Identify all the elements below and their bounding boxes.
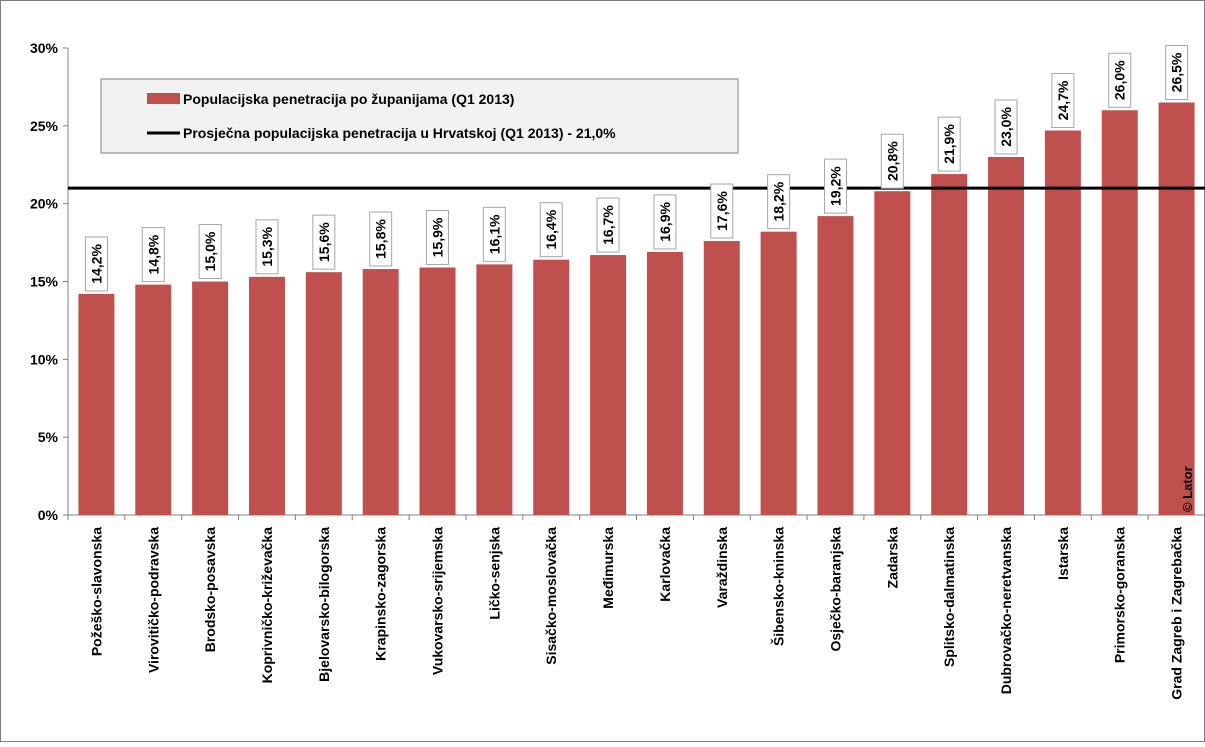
category-label: Zadarska [884,527,900,589]
value-label: 15,8% [373,219,389,259]
legend: Populacijska penetracija po županijama (… [100,78,739,154]
bar [874,191,911,516]
value-label: 16,1% [486,214,502,254]
category-label: Osječko-baranjska [827,527,843,652]
category-label: Grad Zagreb i Zagrebačka [1169,527,1185,700]
value-label-box [710,183,734,239]
y-tick-label: 15% [30,274,59,290]
value-label: 14,2% [88,244,104,284]
value-label-box [255,219,279,275]
value-label: 15,6% [316,222,332,262]
value-label-box [1165,44,1189,100]
category-label: Dubrovačko-neretvanska [998,527,1014,695]
value-label-box [994,99,1018,155]
bar [192,281,229,515]
category-label: Virovitičko-podravska [145,527,161,673]
value-label-box [369,211,393,267]
value-label-box [539,202,563,258]
value-label: 19,2% [827,166,843,206]
legend-line-label: Prosječna populacijska penetracija u Hrv… [183,125,616,141]
value-label-box [823,158,847,214]
category-label: Varaždinska [714,527,730,608]
value-label: 23,0% [998,107,1014,147]
category-label: Međimurska [600,527,616,609]
y-tick-label: 0% [38,507,59,523]
value-label: 14,8% [145,234,161,274]
y-tick-label: 20% [30,196,59,212]
value-label-box [426,209,450,265]
value-label: 17,6% [714,191,730,231]
bar [590,255,627,515]
category-label: Karlovačka [657,527,673,602]
category-label: Bjelovarsko-bilogorska [316,527,332,682]
category-label: Krapinsko-zagorska [373,527,389,661]
value-label-box [653,194,677,250]
value-label-box [596,197,620,253]
value-label: 15,9% [430,217,446,257]
value-label: 26,0% [1112,60,1128,100]
value-label-box [880,133,904,189]
bar [419,267,456,515]
category-label: Ličko-senjska [486,527,502,620]
value-label: 16,4% [543,209,559,249]
bar [533,259,570,515]
category-label: Brodsko-posavska [202,527,218,652]
value-label-box [1108,52,1132,108]
category-label: Splitsko-dalmatinska [941,527,957,667]
bar [703,241,740,515]
category-label: Sisačko-moslovačka [543,527,559,665]
legend-bar-swatch [147,93,180,104]
value-label: 26,5% [1169,52,1185,92]
bar [646,251,683,515]
bar [1101,110,1138,516]
bar [248,276,285,515]
bar [760,231,797,516]
value-label: 15,3% [259,226,275,266]
value-label: 18,2% [771,181,787,221]
bar [476,264,513,515]
bar [817,216,854,515]
value-label: 16,7% [600,205,616,245]
y-tick-label: 25% [30,118,59,134]
bar [931,174,968,515]
value-label: 21,9% [941,124,957,164]
value-label: 15,0% [202,231,218,271]
value-label-box [937,116,961,172]
bar [135,284,172,515]
category-label: Istarska [1055,527,1071,580]
bar [78,293,115,515]
value-label-box [141,227,165,283]
legend-bar-label: Populacijska penetracija po županijama (… [183,91,514,107]
category-label: Primorsko-goranska [1112,527,1128,663]
value-label-box [1051,73,1075,129]
category-label: Koprivničko-križevačka [259,527,275,684]
value-label-box [312,214,336,270]
category-label: Šibensko-kninska [770,527,787,646]
bar [305,272,342,515]
value-label-box [84,236,108,292]
bar [1044,130,1081,515]
value-label-box [767,174,791,230]
category-label: Vukovarsko-srijemska [430,527,446,675]
value-label-box [482,206,506,262]
bar [362,269,399,515]
legend-box [100,78,739,154]
value-label-box [198,224,222,279]
bar [1158,102,1195,515]
y-tick-label: 5% [38,429,59,445]
value-label: 24,7% [1055,80,1071,120]
y-tick-label: 10% [30,351,59,367]
bar [988,156,1025,515]
copyright-watermark: © Lator [1180,466,1195,512]
category-label: Požeško-slavonska [88,527,104,656]
value-label: 20,8% [884,141,900,181]
y-tick-label: 30% [30,40,59,56]
value-label: 16,9% [657,202,673,242]
